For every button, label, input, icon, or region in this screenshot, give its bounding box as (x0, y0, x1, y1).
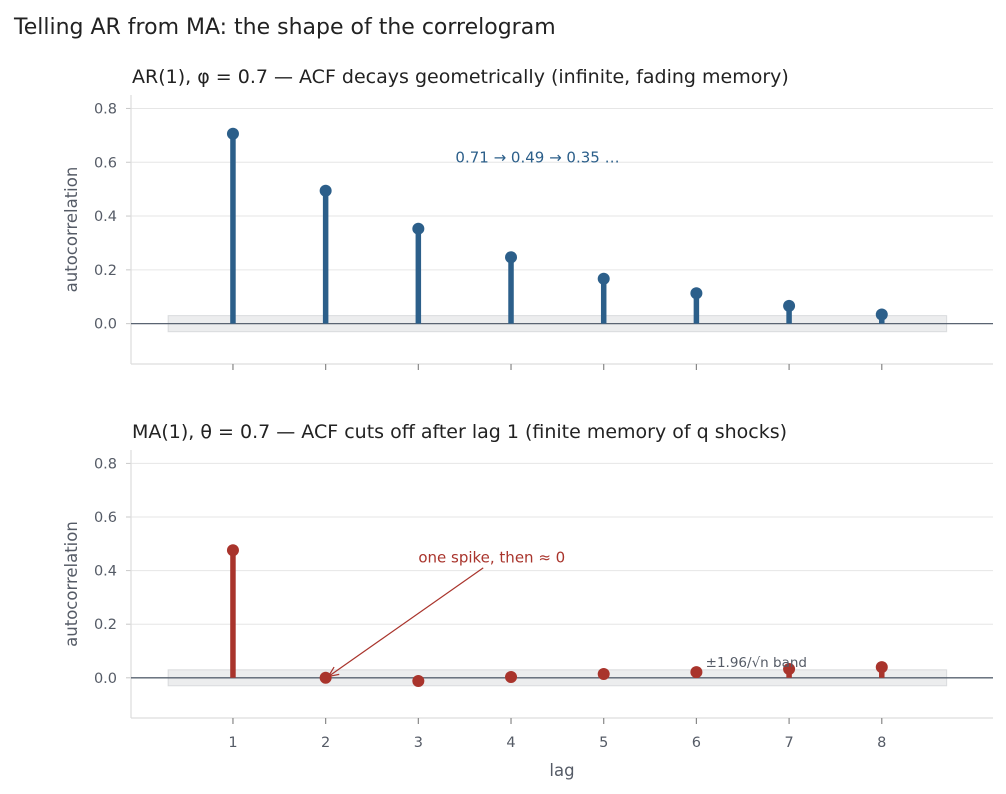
stem-marker (226, 127, 239, 140)
x-tick-label: 1 (228, 735, 237, 751)
y-tick-label: 0.4 (94, 564, 117, 580)
y-axis-label: autocorrelation (62, 167, 81, 293)
annotation-text: one spike, then ≈ 0 (418, 549, 565, 567)
x-tick-label: 6 (692, 735, 701, 751)
y-tick-label: 0.6 (94, 155, 117, 171)
panel-title: AR(1), φ = 0.7 — ACF decays geometricall… (132, 66, 789, 88)
y-tick-label: 0.6 (94, 510, 117, 526)
x-tick-label: 5 (599, 735, 608, 751)
stem-marker (597, 272, 610, 285)
x-tick-label: 4 (506, 735, 515, 751)
x-tick-label: 8 (877, 735, 886, 751)
stem-marker (597, 668, 610, 681)
y-tick-label: 0.2 (94, 617, 117, 633)
x-axis-label: lag (549, 761, 574, 780)
y-tick-label: 0.0 (94, 317, 117, 333)
y-tick-label: 0.8 (94, 101, 117, 117)
annotation-arrowhead (327, 666, 340, 678)
stem-marker (319, 671, 332, 684)
figure-title: Telling AR from MA: the shape of the cor… (13, 15, 556, 40)
x-tick-label: 3 (414, 735, 423, 751)
stem-marker (783, 299, 796, 312)
stem-marker (412, 675, 425, 688)
stem-marker (226, 544, 239, 557)
stem-marker (505, 251, 518, 264)
stem-marker (412, 222, 425, 235)
stem-marker (783, 662, 796, 675)
y-tick-label: 0.4 (94, 209, 117, 225)
x-tick-label: 2 (321, 735, 330, 751)
stem-marker (875, 308, 888, 321)
y-tick-label: 0.8 (94, 456, 117, 472)
stem-marker (319, 184, 332, 197)
stem-marker (690, 287, 703, 300)
stem-marker (505, 670, 518, 683)
y-axis-label: autocorrelation (62, 521, 81, 647)
annotation-text: 0.71 → 0.49 → 0.35 … (455, 148, 619, 166)
y-tick-label: 0.0 (94, 671, 117, 687)
ma1-acf-panel: MA(1), θ = 0.7 — ACF cuts off after lag … (62, 421, 993, 780)
stem-marker (875, 661, 888, 674)
annotation-text: ±1.96/√n band (706, 655, 807, 671)
y-tick-label: 0.2 (94, 263, 117, 279)
annotation-arrow (328, 567, 484, 677)
stem-marker (690, 666, 703, 679)
panel-title: MA(1), θ = 0.7 — ACF cuts off after lag … (132, 421, 787, 443)
ar1-acf-panel: AR(1), φ = 0.7 — ACF decays geometricall… (62, 66, 993, 370)
x-tick-label: 7 (784, 735, 793, 751)
